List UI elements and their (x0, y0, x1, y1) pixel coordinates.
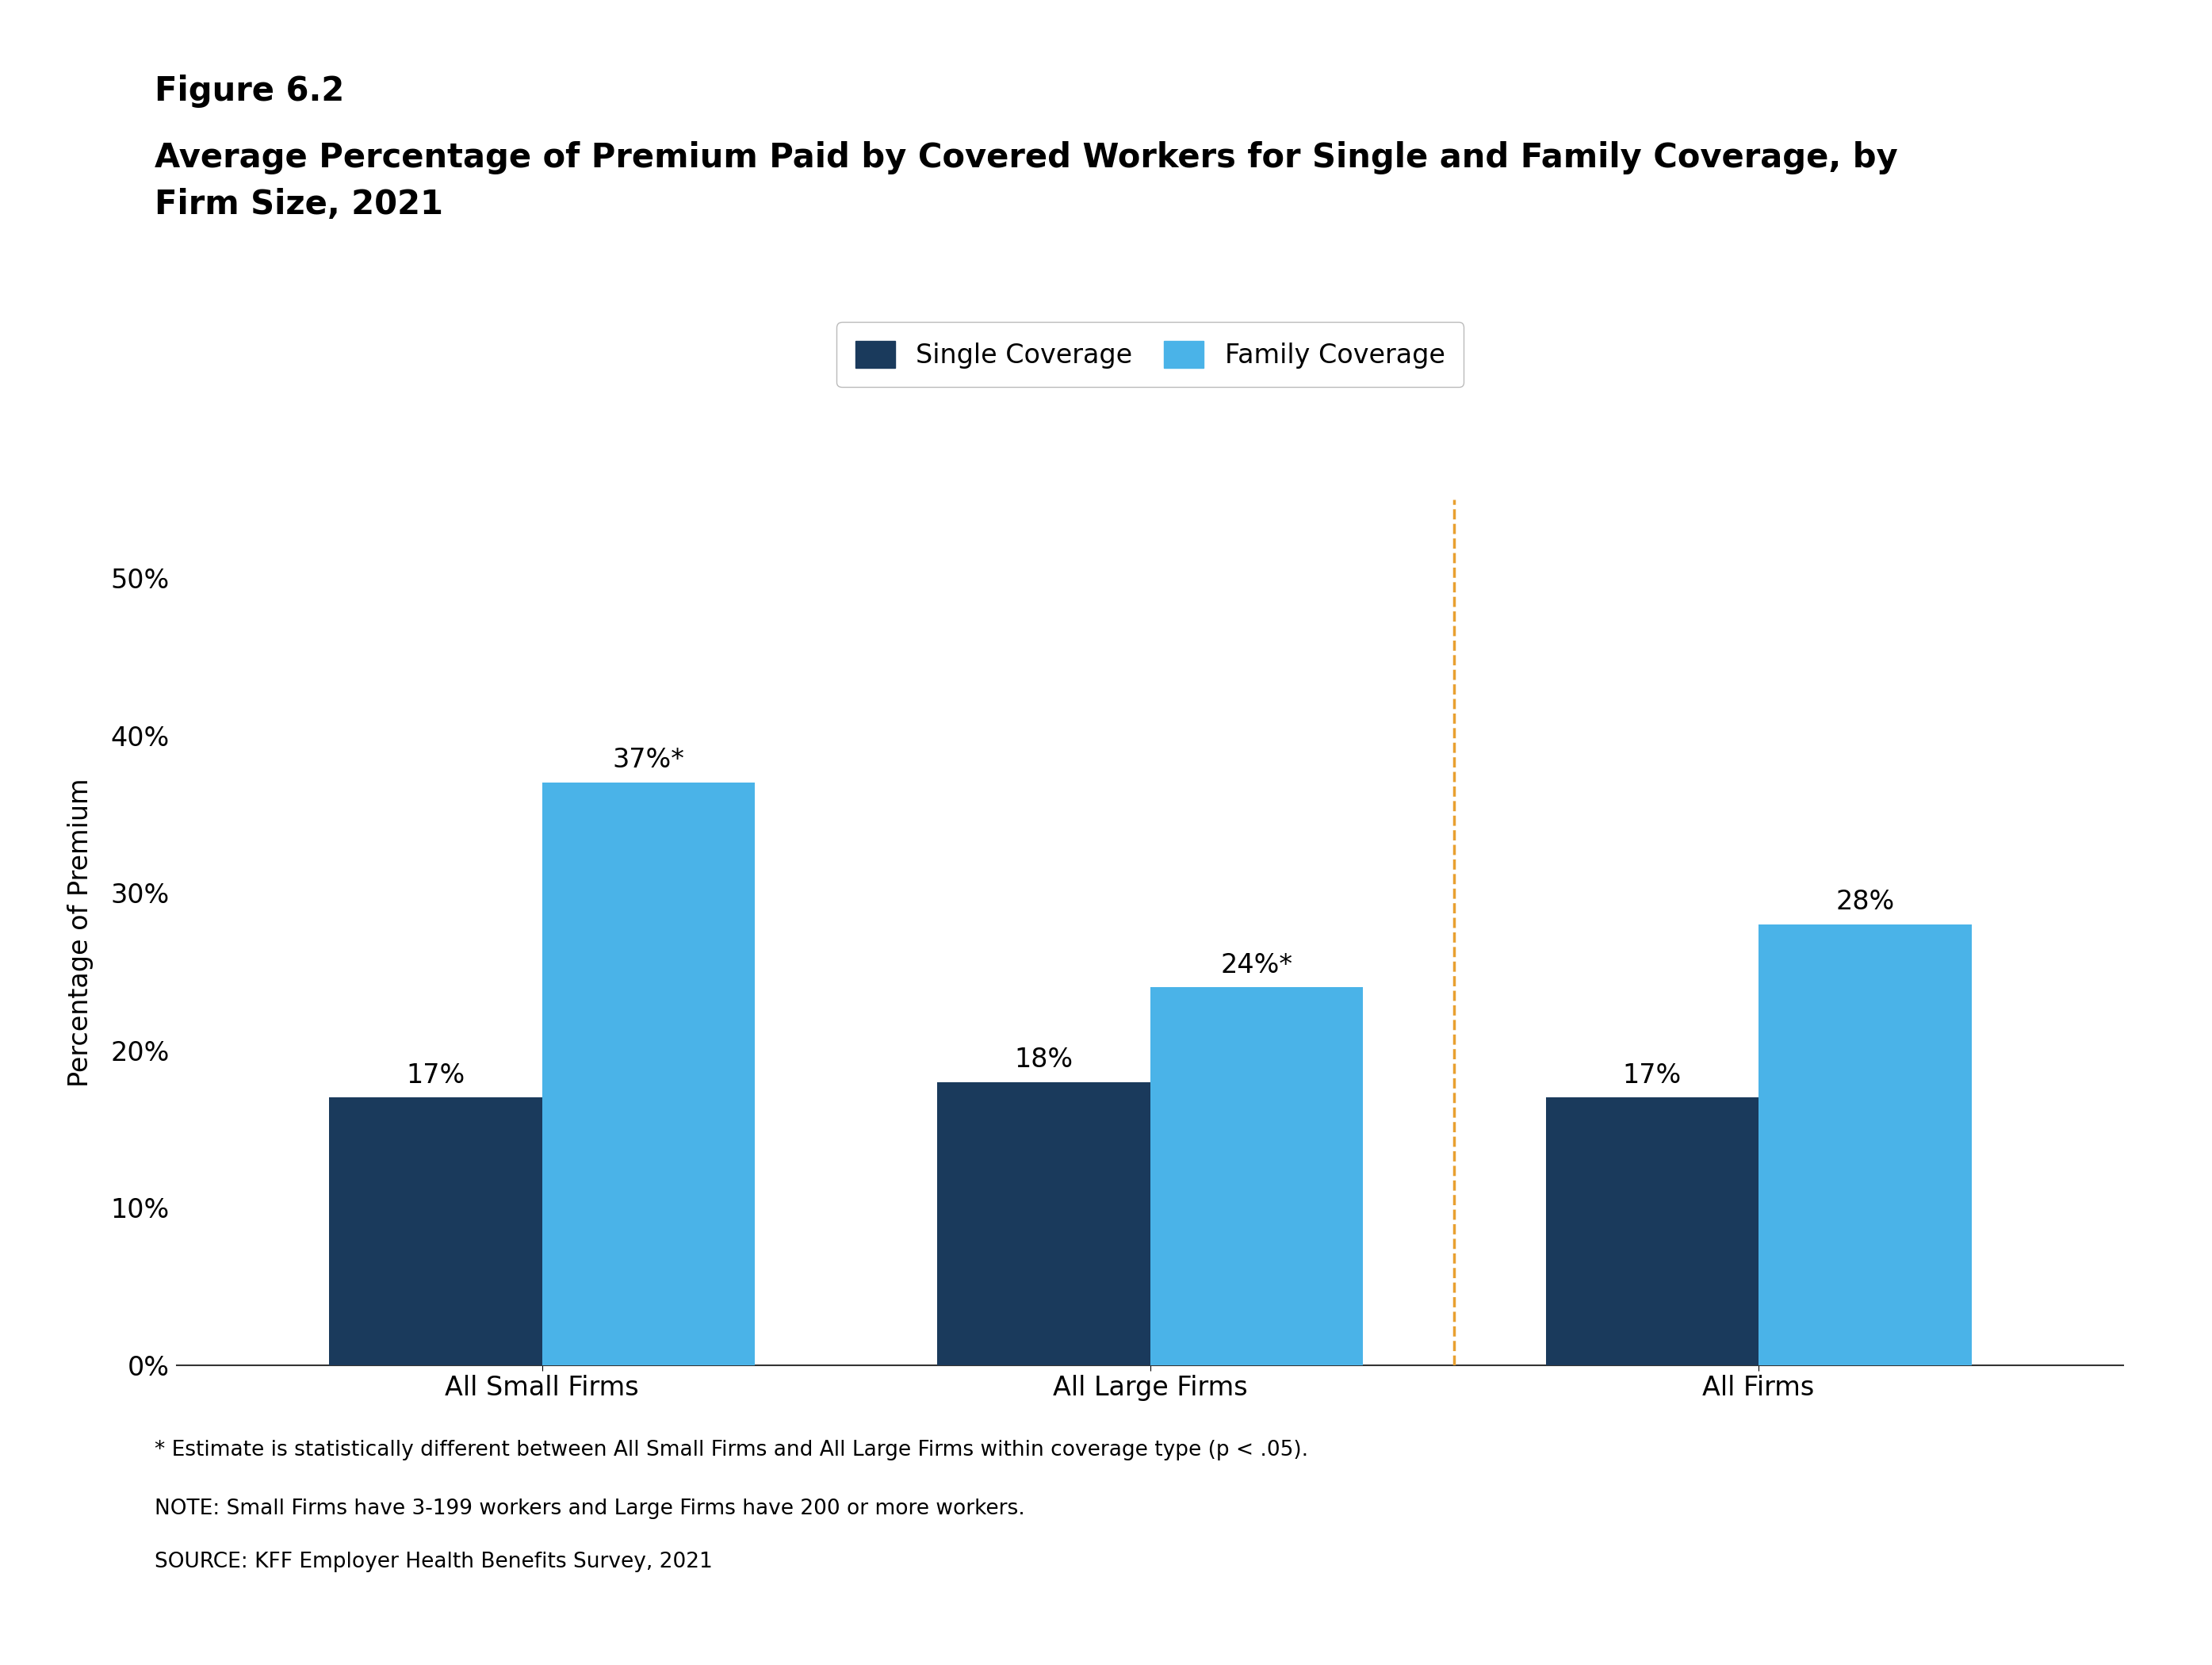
Text: Figure 6.2: Figure 6.2 (155, 75, 345, 108)
Bar (938, 1082, 1150, 1365)
Text: SOURCE: KFF Employer Health Benefits Survey, 2021: SOURCE: KFF Employer Health Benefits Sur… (155, 1552, 712, 1572)
Bar (542, 783, 754, 1365)
Text: 17%: 17% (1624, 1062, 1681, 1089)
Text: 24%*: 24%* (1221, 952, 1292, 977)
Text: NOTE: Small Firms have 3-199 workers and Large Firms have 200 or more workers.: NOTE: Small Firms have 3-199 workers and… (155, 1498, 1024, 1518)
Text: 28%: 28% (1836, 889, 1893, 916)
Y-axis label: Percentage of Premium: Percentage of Premium (69, 778, 93, 1087)
Text: * Estimate is statistically different between All Small Firms and All Large Firm: * Estimate is statistically different be… (155, 1440, 1310, 1460)
Text: 18%: 18% (1015, 1046, 1073, 1072)
Text: Average Percentage of Premium Paid by Covered Workers for Single and Family Cove: Average Percentage of Premium Paid by Co… (155, 142, 1898, 221)
Bar (1150, 987, 1363, 1365)
Legend: Single Coverage, Family Coverage: Single Coverage, Family Coverage (836, 323, 1464, 388)
Text: 17%: 17% (407, 1062, 465, 1089)
Bar (1546, 1097, 1759, 1365)
Text: 37%*: 37%* (613, 748, 684, 774)
Bar (1759, 924, 1971, 1365)
Bar (330, 1097, 542, 1365)
